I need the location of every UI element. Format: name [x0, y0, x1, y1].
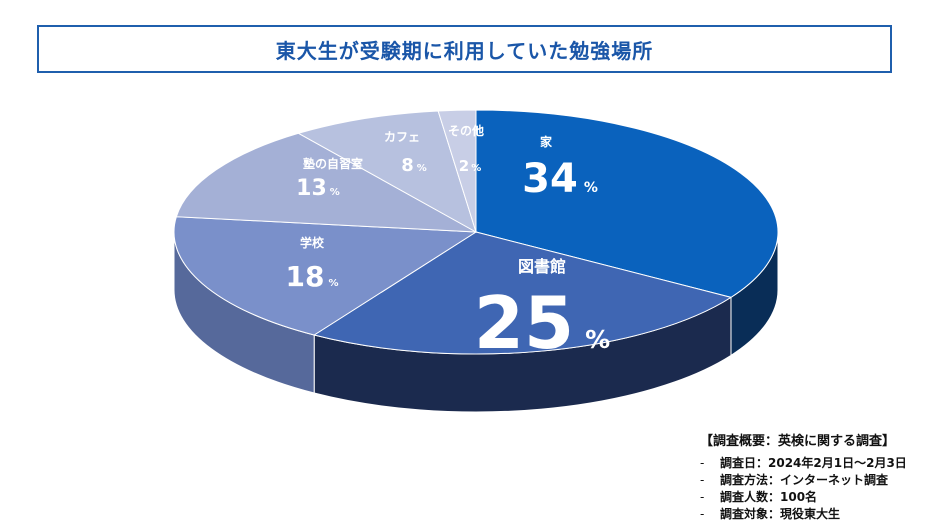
survey-item: - 調査人数：100名	[700, 489, 950, 506]
pie-slice-slice-3	[175, 132, 477, 233]
pie-slice-slice-2	[173, 216, 478, 336]
slice-label: 家	[540, 134, 553, 149]
slice-label: 学校	[300, 235, 325, 250]
chart-title: 東大生が受験期に利用していた勉強場所	[275, 38, 654, 63]
slice-value: 34%	[522, 156, 598, 202]
pie-slice-slice-1	[312, 231, 733, 355]
survey-dash: -	[700, 490, 705, 504]
slice-value: 25%	[474, 281, 610, 365]
survey-item-method: 調査方法：インターネット調査	[720, 473, 889, 487]
survey-dash: -	[700, 473, 705, 487]
slice-value: 13%	[296, 176, 340, 201]
slice-value: 8%	[401, 155, 427, 176]
slice-value: 2%	[459, 157, 481, 175]
pie-slice-slice-4	[297, 110, 477, 234]
slice-label: その他	[448, 123, 484, 138]
survey-dash: -	[700, 456, 705, 470]
pie-top-faces	[173, 109, 779, 355]
title-box: 東大生が受験期に利用していた勉強場所	[37, 25, 892, 73]
survey-item-date: 調査日：2024年2月1日～2月3日	[720, 456, 907, 470]
survey-item: - 調査方法：インターネット調査	[700, 472, 950, 489]
survey-dash: -	[700, 507, 705, 521]
pie-slice-slice-5	[437, 109, 477, 233]
pie-slice-slice-0	[475, 109, 779, 298]
survey-item: - 調査対象：現役東大生	[700, 506, 950, 523]
pie-labels: 家 34 % 図書館 25 % 学校 18 % 塾の自習室 13 % カフェ 8 % その他 2%	[286, 123, 611, 365]
slice-label: カフェ	[384, 130, 420, 144]
slice-label: 塾の自習室	[303, 156, 363, 171]
survey-summary: 【調査概要：英検に関する調査】 - 調査日：2024年2月1日～2月3日 - 調…	[700, 430, 950, 523]
survey-item: - 調査日：2024年2月1日～2月3日	[700, 455, 950, 472]
slice-value: 18%	[286, 260, 339, 293]
survey-item-count: 調査人数：100名	[720, 490, 818, 504]
slice-label: 図書館	[518, 257, 566, 276]
survey-title: 【調査概要：英検に関する調査】	[700, 434, 896, 449]
survey-item-target: 調査対象：現役東大生	[720, 507, 841, 521]
